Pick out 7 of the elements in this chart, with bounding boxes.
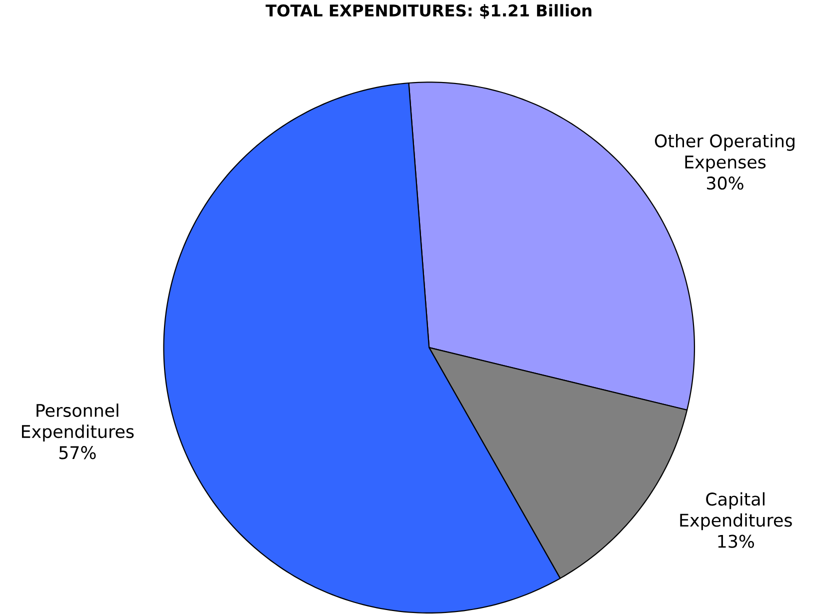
slice-label: Other Operating Expenses — [654, 134, 794, 172]
slice-label: Capital Expenditures — [680, 492, 792, 530]
data-label: 13% — [718, 534, 754, 548]
slice-label: Personnel Expenditures — [22, 404, 134, 442]
data-label: 57% — [59, 446, 96, 460]
data-label: 30% — [707, 176, 744, 190]
chart-title: TOTAL EXPENDITURES: $1.21 Billion — [266, 4, 592, 20]
